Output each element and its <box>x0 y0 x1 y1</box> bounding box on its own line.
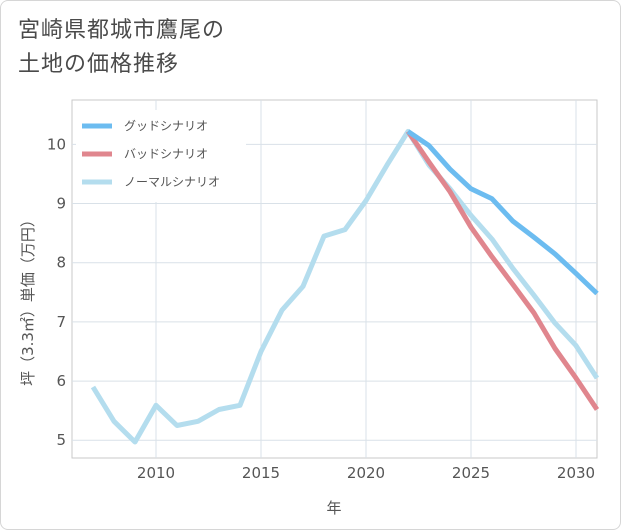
x-tick-label: 2015 <box>242 464 280 482</box>
legend-label-1: グッドシナリオ <box>124 119 208 133</box>
y-tick-label: 10 <box>47 135 66 153</box>
grid-lines <box>72 100 597 458</box>
series-line-3 <box>90 128 600 445</box>
series-line-1 <box>406 129 599 296</box>
chart-title: 宮崎県都城市鷹尾の 土地の価格推移 <box>18 14 225 82</box>
legend-label-2: バッドシナリオ <box>124 147 208 161</box>
y-axis-ticks: 5 6 7 8 9 10 <box>47 135 66 449</box>
y-tick-label: 5 <box>56 431 66 449</box>
legend-label-3: ノーマルシナリオ <box>124 175 220 189</box>
y-tick-label: 9 <box>56 195 66 213</box>
chart-title-line-2: 土地の価格推移 <box>18 52 180 77</box>
y-tick-label: 8 <box>56 254 66 272</box>
series-line-2 <box>405 129 600 411</box>
y-tick-label: 7 <box>56 313 66 331</box>
x-axis-ticks: 2010 2015 2020 2025 2030 <box>137 464 595 482</box>
y-tick-label: 6 <box>56 372 66 390</box>
x-axis-label: 年 <box>326 499 341 517</box>
chart-title-line-1: 宮崎県都城市鷹尾の <box>18 18 226 43</box>
x-tick-label: 2010 <box>137 464 175 482</box>
series-lines <box>90 128 600 445</box>
x-tick-label: 2020 <box>347 464 385 482</box>
x-tick-label: 2030 <box>557 464 595 482</box>
x-tick-label: 2025 <box>452 464 490 482</box>
y-axis-label: 坪（3.3㎡）単価（万円） <box>19 212 37 386</box>
